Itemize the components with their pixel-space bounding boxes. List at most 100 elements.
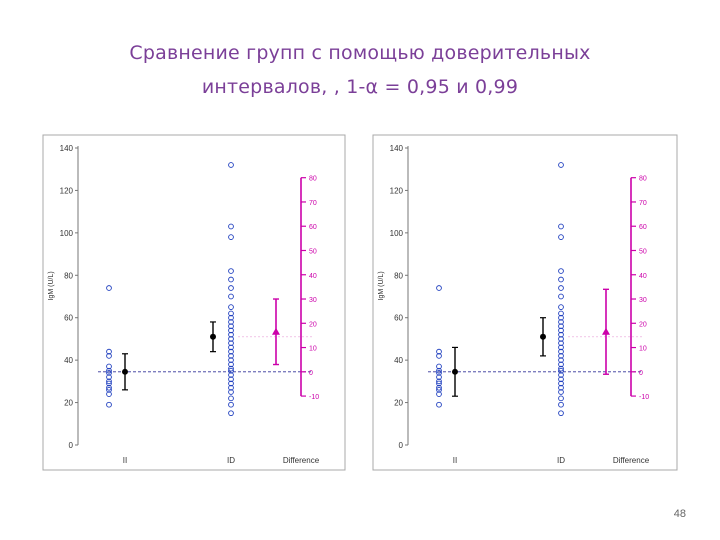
data-point — [106, 374, 112, 380]
data-point — [558, 395, 564, 402]
data-point — [106, 391, 112, 397]
data-point — [558, 357, 564, 363]
data-point — [228, 285, 234, 291]
difference-estimate-marker — [272, 327, 280, 335]
chart-frame — [42, 134, 346, 471]
data-point — [228, 314, 234, 321]
difference-tick-label: 10 — [639, 346, 647, 353]
y-tick-label: 60 — [394, 314, 403, 323]
data-point — [228, 357, 234, 363]
y-tick-label: 80 — [64, 271, 73, 280]
data-point — [436, 370, 442, 376]
difference-tick-label: 30 — [309, 297, 317, 304]
difference-tick-label: 10 — [309, 346, 317, 353]
difference-tick-label: 0 — [639, 370, 643, 377]
difference-tick-label: -10 — [309, 394, 319, 401]
data-point — [558, 314, 564, 321]
data-point — [558, 389, 564, 395]
data-point — [436, 378, 442, 385]
data-point — [558, 285, 564, 291]
y-tick-label: 100 — [60, 229, 74, 238]
y-tick-label: 40 — [64, 356, 73, 365]
data-point — [228, 344, 234, 351]
difference-tick-label: 20 — [639, 321, 647, 328]
y-tick-label: 120 — [390, 186, 404, 195]
data-point — [558, 276, 564, 283]
data-point — [558, 340, 564, 347]
x-category-label: II — [453, 456, 457, 465]
data-point — [106, 353, 112, 359]
data-point — [436, 384, 442, 391]
data-point — [228, 340, 234, 347]
data-point — [228, 361, 234, 368]
data-point — [106, 386, 112, 393]
mean-marker — [452, 368, 458, 375]
x-category-label: ID — [227, 456, 235, 465]
y-tick-label: 100 — [390, 229, 404, 238]
data-point — [436, 386, 442, 393]
data-point — [106, 378, 112, 385]
page-number: 48 — [673, 508, 686, 520]
data-point — [106, 363, 112, 370]
data-point — [228, 268, 234, 274]
data-point — [228, 336, 234, 342]
data-point — [106, 384, 112, 391]
difference-tick-label: 80 — [309, 176, 317, 183]
slide-title-line-2: интервалов, , 1-α = 0,95 и 0,99 — [201, 76, 519, 98]
data-point — [558, 344, 564, 351]
data-point — [558, 162, 564, 168]
data-point — [558, 376, 564, 383]
data-point — [558, 410, 564, 417]
y-tick-label: 20 — [64, 399, 73, 408]
data-point — [558, 319, 564, 325]
data-point — [558, 384, 564, 391]
data-point — [436, 285, 442, 291]
mean-marker — [540, 333, 546, 340]
y-tick-label: 140 — [390, 144, 404, 153]
data-point — [106, 348, 112, 355]
data-point — [436, 367, 442, 374]
data-point — [558, 293, 564, 300]
data-point — [558, 401, 564, 408]
slide-title: Сравнение групп с помощью доверительных … — [0, 36, 720, 104]
data-point — [106, 285, 112, 291]
data-point — [558, 380, 564, 387]
data-point — [228, 319, 234, 325]
data-point — [228, 293, 234, 300]
data-point — [228, 353, 234, 359]
difference-tick-label: 80 — [639, 176, 647, 183]
data-point — [558, 361, 564, 368]
y-tick-label: 40 — [394, 356, 403, 365]
y-tick-label: 60 — [64, 314, 73, 323]
data-point — [106, 401, 112, 408]
data-point — [436, 374, 442, 380]
data-point — [228, 389, 234, 395]
difference-estimate-marker — [602, 327, 610, 335]
data-point — [228, 384, 234, 391]
data-point — [228, 323, 234, 330]
data-point — [558, 304, 564, 310]
data-point — [228, 223, 234, 230]
data-point — [436, 401, 442, 408]
data-point — [558, 223, 564, 230]
data-point — [436, 380, 442, 387]
data-point — [228, 276, 234, 283]
data-point — [558, 353, 564, 359]
difference-tick-label: 50 — [639, 248, 647, 255]
data-point — [228, 395, 234, 402]
difference-tick-label: 40 — [309, 273, 317, 280]
y-tick-label: 120 — [60, 186, 74, 195]
y-tick-label: 0 — [399, 441, 404, 450]
data-point — [558, 348, 564, 355]
data-point — [228, 348, 234, 355]
data-point — [228, 401, 234, 408]
data-point — [558, 336, 564, 342]
difference-tick-label: 0 — [309, 370, 313, 377]
difference-tick-label: 50 — [309, 248, 317, 255]
data-point — [558, 327, 564, 334]
x-category-label: ID — [557, 456, 565, 465]
data-point — [228, 327, 234, 334]
